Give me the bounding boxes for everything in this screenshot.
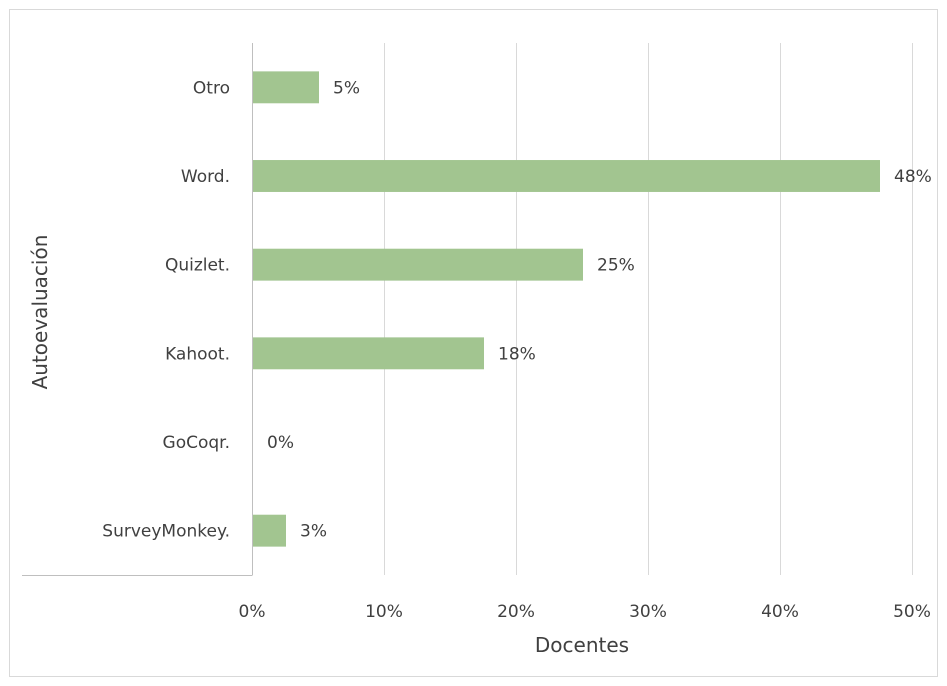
data-label-3: 18% (498, 344, 536, 364)
category-label-4: GoCoqr. (163, 433, 230, 453)
bar-5 (253, 514, 286, 547)
data-label-5: 3% (300, 522, 327, 542)
category-label-0: Otro (193, 78, 230, 98)
data-label-4: 0% (267, 433, 294, 453)
x-tick-label-4: 40% (761, 602, 799, 622)
category-label-5: SurveyMonkey. (102, 522, 230, 542)
category-label-2: Quizlet. (165, 256, 230, 276)
category-labels: Otro Word. Quizlet. Kahoot. GoCoqr. SurveyMon… (102, 78, 230, 541)
x-tick-label-1: 10% (365, 602, 403, 622)
bars (253, 71, 880, 547)
y-axis-title: Autoevaluación (28, 235, 52, 390)
bar-2 (253, 248, 583, 281)
x-axis-title: Docentes (535, 633, 629, 657)
data-label-1: 48% (894, 167, 932, 187)
bar-1 (253, 160, 880, 192)
axes (22, 43, 253, 576)
data-labels: 5% 48% 25% 18% 0% 3% (267, 78, 932, 541)
bar-3 (253, 337, 484, 370)
bar-0 (253, 71, 319, 104)
data-label-0: 5% (333, 78, 360, 98)
category-label-1: Word. (181, 167, 230, 187)
category-label-3: Kahoot. (165, 344, 230, 364)
gridlines (384, 43, 913, 575)
x-tick-label-2: 20% (497, 602, 535, 622)
data-label-2: 25% (597, 256, 635, 276)
x-tick-label-0: 0% (239, 602, 266, 622)
x-tick-label-5: 50% (893, 602, 931, 622)
x-tick-label-3: 30% (629, 602, 667, 622)
x-tick-labels: 0% 10% 20% 30% 40% 50% (239, 602, 931, 622)
